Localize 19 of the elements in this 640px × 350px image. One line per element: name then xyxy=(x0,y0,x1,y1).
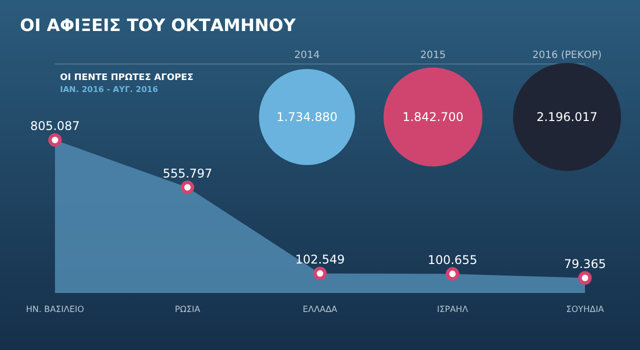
data-label: 102.549 xyxy=(295,252,345,267)
x-tick-label: ΣΟΥΗΔΙΑ xyxy=(566,305,604,315)
x-tick-label: ΙΣΡΑΗΛ xyxy=(436,305,468,315)
chart-subtitle: ΟΙ ΠΕΝΤΕ ΠΡΩΤΕΣ ΑΓΟΡΕΣ xyxy=(60,73,194,83)
data-label: 805.087 xyxy=(30,119,80,133)
x-tick-label: ΕΛΛΑΔΑ xyxy=(302,305,338,315)
data-label: 555.797 xyxy=(162,166,212,180)
data-label: 100.655 xyxy=(428,252,478,267)
text: ΙΑΝ. 2016 - ΑΥΓ. 2016 xyxy=(60,85,158,94)
data-label: 1.842.700 xyxy=(402,110,464,124)
data-label: 1.734.880 xyxy=(276,110,338,124)
category-label: 2015 xyxy=(420,50,446,61)
chart-title: ΟΙ ΑΦΙΞΕΙΣ ΤΟΥ ΟΚΤΑΜΗΝΟΥ xyxy=(20,16,296,36)
category-label: 2016 (ΡΕΚΟΡ) xyxy=(532,50,602,61)
data-label: 2.196.017 xyxy=(536,110,598,124)
data-label: 79.365 xyxy=(564,256,606,271)
x-tick-label: ΡΩΣΙΑ xyxy=(174,305,200,315)
category-label: 2014 xyxy=(294,50,320,61)
x-tick-label: ΗΝ. ΒΑΣΙΛΕΙΟ xyxy=(26,305,84,315)
